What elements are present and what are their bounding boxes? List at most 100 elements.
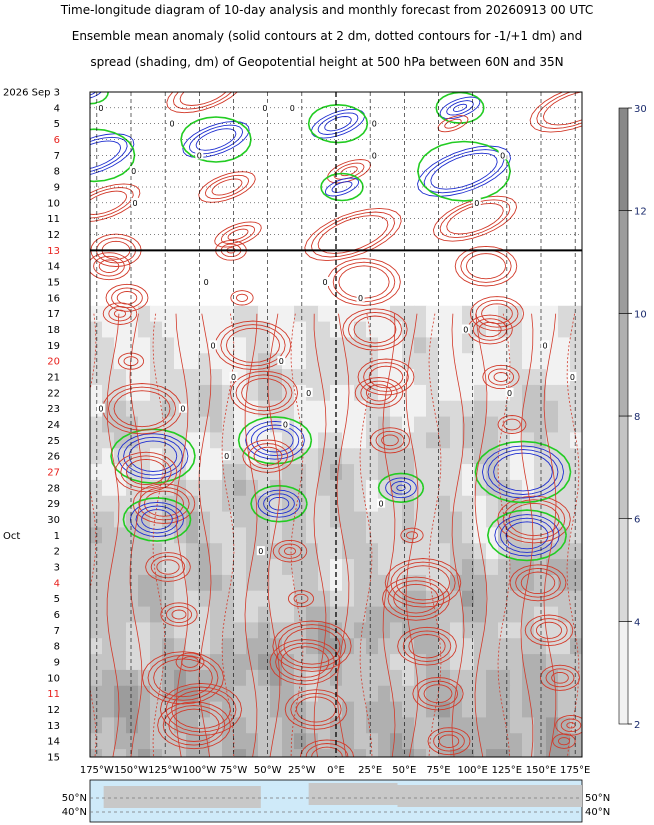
positive-contour <box>283 547 297 556</box>
spread-cell <box>186 226 199 244</box>
spread-cell <box>90 479 103 497</box>
spread-cell <box>390 669 403 687</box>
spread-cell <box>486 590 499 608</box>
contour-label-bg <box>461 324 470 334</box>
spread-cell <box>246 305 259 323</box>
spread-cell <box>342 606 355 624</box>
spread-cell <box>534 654 547 671</box>
spread-cell <box>486 511 499 529</box>
spread-cell <box>306 701 319 719</box>
spread-cell <box>318 210 331 228</box>
spread-cell <box>546 289 559 307</box>
spread-cell <box>522 606 535 624</box>
forecast-contour <box>543 313 557 757</box>
spread-cell <box>378 606 391 624</box>
spread-cell <box>546 163 559 180</box>
spread-cell <box>246 606 259 624</box>
forecast-contour <box>359 313 373 757</box>
spread-cell <box>246 432 259 449</box>
spread-cell <box>258 638 271 655</box>
spread-cell <box>150 574 163 592</box>
spread-cell <box>426 131 439 149</box>
spread-cell <box>138 163 151 180</box>
spread-cell <box>150 400 163 418</box>
spread-cell <box>366 464 379 481</box>
spread-cell <box>402 353 415 370</box>
spread-cell <box>198 226 211 244</box>
spread-cell <box>486 717 499 734</box>
y-tick-label: 3 <box>54 563 60 574</box>
contour-label: 0 <box>131 167 136 176</box>
spread-cell <box>354 353 367 370</box>
negative-contour <box>505 521 549 550</box>
spread-cell <box>570 353 582 370</box>
forecast-contour <box>290 313 304 757</box>
spread-cell <box>426 479 439 497</box>
spread-cell <box>474 416 487 434</box>
positive-contour <box>253 446 283 466</box>
negative-contour <box>263 493 295 515</box>
spread-cell <box>558 701 571 719</box>
spread-cell <box>318 622 331 639</box>
spread-cell <box>186 258 199 275</box>
spread-cell <box>318 511 331 529</box>
spread-cell <box>294 479 307 497</box>
spread-cell <box>306 92 319 101</box>
y-tick-label: 12 <box>47 230 60 241</box>
spread-cell <box>390 717 403 734</box>
spread-cell <box>102 337 115 354</box>
spread-cell <box>450 495 463 513</box>
spread-cell <box>102 416 115 434</box>
spread-cell <box>342 733 355 750</box>
colorbar-segment <box>618 621 629 725</box>
contour-label-bg <box>288 102 297 112</box>
spread-cell <box>150 321 163 339</box>
spread-cell <box>270 369 283 386</box>
spread-cell <box>378 717 391 734</box>
spread-cell <box>402 448 415 465</box>
spread-cell <box>318 258 331 275</box>
spread-cell <box>402 99 415 117</box>
x-tick-label: 150°E <box>526 765 556 776</box>
spread-cell <box>462 131 475 149</box>
spread-cell <box>390 622 403 639</box>
positive-contour <box>354 377 404 409</box>
spread-cell <box>270 590 283 608</box>
spread-cell <box>102 92 115 101</box>
positive-contour <box>227 228 249 241</box>
contour-label-bg <box>229 372 238 381</box>
spread-cell <box>438 543 451 560</box>
spread-cell <box>546 685 559 703</box>
spread-cell <box>342 685 355 703</box>
spread-cell <box>126 669 139 687</box>
spread-cell <box>210 464 223 481</box>
colorbar-label: 6 <box>634 515 640 526</box>
colorbar-label: 4 <box>634 617 640 628</box>
spread-cell <box>210 590 223 608</box>
spread-cell <box>246 337 259 354</box>
spread-cell <box>354 92 367 101</box>
spread-cell <box>246 749 259 757</box>
spread-cell <box>222 163 235 180</box>
colorbar-label: 10 <box>634 309 647 320</box>
spread-cell <box>366 495 379 513</box>
spread-cell <box>402 194 415 212</box>
spread-cell <box>138 574 151 592</box>
spread-cell <box>342 194 355 212</box>
spread-cell <box>318 92 331 101</box>
spread-cell <box>138 717 151 734</box>
spread-cell <box>366 654 379 671</box>
spread-cell <box>450 163 463 180</box>
spread-cell <box>294 369 307 386</box>
spread-cell <box>534 701 547 719</box>
spread-cell <box>462 654 475 671</box>
spread-cell <box>426 92 439 101</box>
spread-cell <box>270 210 283 228</box>
spread-cell <box>234 400 247 418</box>
spread-cell <box>150 353 163 370</box>
spread-cell <box>486 99 499 117</box>
map-lat-label-right: 40°N <box>585 807 610 818</box>
spread-cell <box>558 574 571 592</box>
spread-cell <box>378 432 391 449</box>
